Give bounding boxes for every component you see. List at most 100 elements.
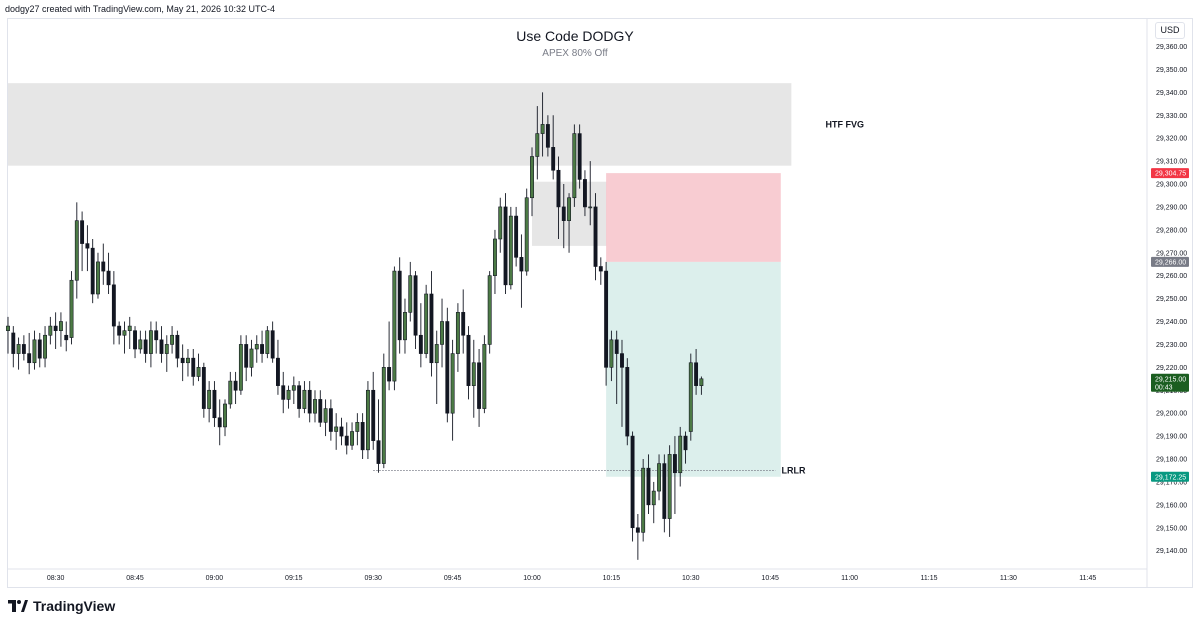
candle-body	[16, 344, 21, 354]
candle	[582, 170, 587, 217]
candle-body	[387, 367, 392, 382]
candle	[445, 307, 450, 423]
candle-body	[471, 362, 476, 386]
candle-body	[297, 385, 302, 409]
candle	[572, 124, 577, 207]
candle-body	[524, 197, 529, 272]
candle	[635, 514, 640, 560]
candle-body	[270, 330, 275, 359]
candle	[217, 399, 222, 446]
candle	[64, 321, 69, 352]
candle	[313, 390, 317, 423]
candle-body	[117, 325, 122, 336]
candle-body	[498, 206, 503, 240]
candle	[556, 156, 561, 239]
candle	[365, 381, 370, 459]
candle-body	[445, 321, 450, 414]
tradingview-logo-icon	[8, 600, 28, 612]
candle	[48, 316, 53, 345]
price-tag	[1151, 471, 1189, 482]
candle-body	[535, 133, 540, 157]
candle	[101, 243, 106, 285]
level-label: LRLR	[781, 465, 805, 475]
price-tick-label: 29,240.00	[1156, 319, 1187, 326]
candle-body	[381, 367, 386, 464]
candle	[318, 390, 323, 427]
price-tag-label: 29,266.00	[1155, 259, 1186, 266]
candle-body	[127, 325, 132, 331]
candle	[127, 316, 132, 349]
candle	[323, 399, 328, 437]
candle-body	[318, 399, 323, 423]
candle	[471, 339, 476, 418]
candle-body	[604, 270, 609, 368]
candle-body	[11, 332, 16, 354]
candle	[508, 206, 513, 290]
candle	[688, 353, 693, 441]
candle	[699, 376, 704, 395]
price-tick-label: 29,320.00	[1156, 136, 1187, 143]
candle-body	[477, 362, 482, 409]
candle	[249, 339, 254, 377]
price-tick-label: 29,190.00	[1156, 434, 1187, 441]
candle-body	[461, 312, 466, 336]
candle-body	[186, 357, 190, 364]
candle-body	[646, 467, 651, 506]
candle	[376, 399, 381, 473]
time-tick-label: 11:15	[920, 575, 937, 582]
tradingview-brand[interactable]: TradingView	[8, 598, 115, 614]
candle	[450, 339, 455, 441]
candle-body	[365, 389, 370, 451]
candle-body	[238, 344, 243, 391]
candle-body	[260, 344, 265, 354]
candle	[254, 335, 259, 363]
candle-body	[620, 353, 624, 368]
candle	[381, 353, 386, 469]
candle-body	[582, 179, 587, 208]
candle-body	[662, 463, 667, 519]
candle	[657, 454, 661, 501]
candle	[360, 413, 365, 459]
candle-body	[434, 344, 439, 364]
candle	[154, 321, 159, 354]
candle	[117, 321, 122, 345]
candle	[191, 349, 196, 386]
time-tick-label: 11:30	[1000, 575, 1017, 582]
candle	[662, 454, 667, 533]
candle-body	[503, 206, 508, 286]
candle-body	[651, 490, 656, 506]
candle	[535, 106, 540, 180]
candle-body	[96, 261, 100, 295]
chart-frame[interactable]	[7, 18, 1193, 588]
price-tag-countdown: 00:43	[1155, 384, 1173, 391]
candle-body	[397, 270, 402, 341]
candle-body	[450, 353, 455, 414]
chart-subtitle: APEX 80% Off	[542, 48, 608, 59]
time-tick-label: 11:45	[1079, 575, 1096, 582]
time-tick-label: 10:00	[523, 575, 541, 582]
candle	[58, 312, 63, 347]
candle-body	[678, 435, 683, 474]
candle-body	[164, 344, 169, 354]
candle-body	[233, 380, 238, 391]
time-tick-label: 10:30	[682, 575, 700, 582]
currency-button[interactable]: USD	[1155, 22, 1185, 39]
candle	[540, 92, 545, 157]
candle-body	[228, 380, 233, 405]
candle	[567, 193, 572, 253]
candle	[180, 344, 185, 382]
candle-body	[201, 367, 206, 409]
candle-body	[74, 220, 79, 281]
candle	[90, 239, 95, 304]
candle-body	[249, 348, 254, 368]
candle-body	[614, 339, 619, 354]
candle	[493, 229, 497, 294]
candle-body	[111, 284, 116, 327]
candle	[620, 339, 624, 427]
candle	[85, 225, 90, 272]
candle-body	[350, 431, 354, 446]
price-tag-label: 29,304.75	[1155, 171, 1186, 178]
candle-body	[122, 330, 127, 336]
candle	[223, 399, 227, 437]
